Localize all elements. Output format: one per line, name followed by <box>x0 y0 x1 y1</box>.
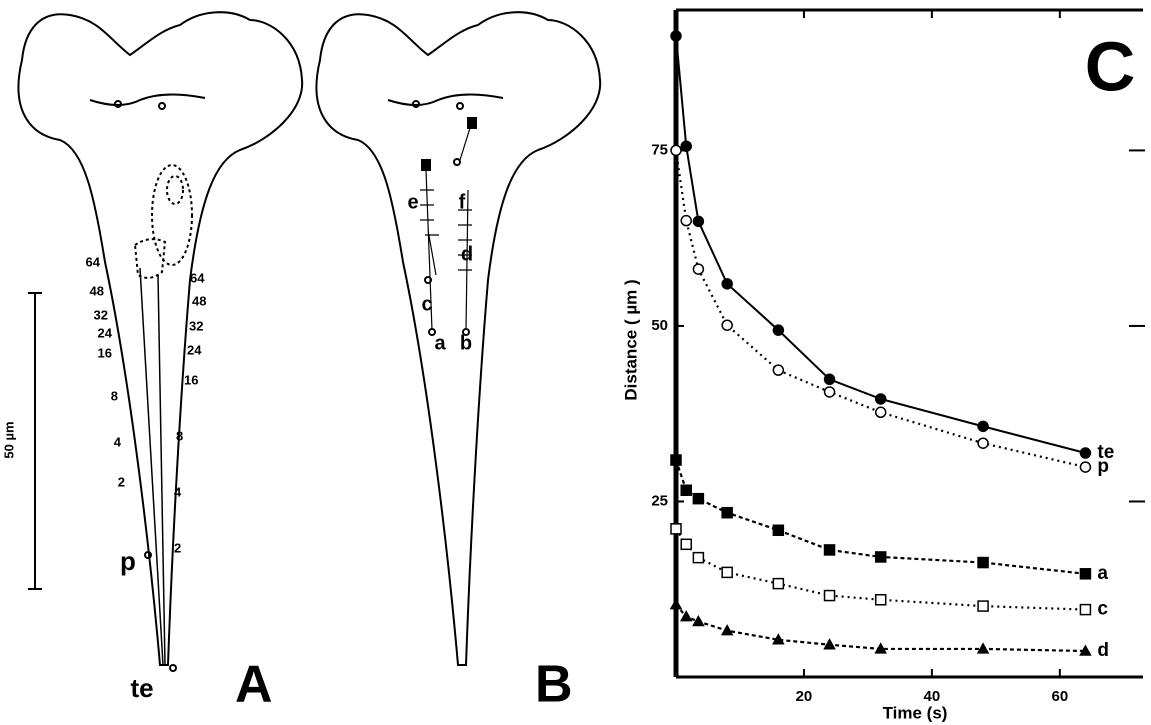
data-point <box>1079 568 1092 580</box>
data-point <box>874 551 887 563</box>
x-axis-label: Time (s) <box>883 703 948 722</box>
data-point <box>692 492 705 505</box>
series-label: te <box>1097 442 1114 463</box>
point-label: c <box>421 293 432 315</box>
segment-label: 16 <box>98 345 112 360</box>
data-point <box>772 524 785 537</box>
data-point <box>823 589 836 602</box>
data-point <box>692 614 705 627</box>
data-point <box>823 373 836 386</box>
y-axis-label: Distance ( µm ) <box>621 279 640 400</box>
data-point <box>721 278 733 290</box>
data-point <box>823 386 836 398</box>
data-point <box>874 642 887 654</box>
data-point <box>1079 603 1092 616</box>
panel-b-drawing <box>315 11 602 666</box>
panel-label: A <box>235 656 273 714</box>
x-tick-label: 20 <box>796 688 813 705</box>
data-point <box>670 523 682 535</box>
series-line <box>674 150 1086 469</box>
series-line <box>675 35 1086 454</box>
segment-label: 4 <box>174 484 182 499</box>
series-label: p <box>1097 456 1109 477</box>
data-point <box>1079 461 1092 473</box>
data-point <box>772 364 785 376</box>
data-point <box>772 633 785 645</box>
data-point <box>721 566 733 579</box>
data-point <box>670 30 682 42</box>
data-point <box>772 324 785 336</box>
data-point <box>680 484 692 496</box>
segment-label: 8 <box>176 428 183 443</box>
series-label: a <box>1097 563 1108 584</box>
data-point <box>669 598 683 610</box>
panel-a-drawing <box>17 11 304 672</box>
point-label: p <box>120 546 136 576</box>
data-point <box>679 610 693 622</box>
data-point <box>720 624 734 636</box>
data-point <box>1079 644 1092 656</box>
data-point <box>680 140 692 152</box>
data-point <box>680 214 692 227</box>
segment-label: 2 <box>118 474 125 489</box>
data-point <box>976 642 990 654</box>
data-point <box>977 420 989 433</box>
data-point <box>721 319 733 331</box>
series-label: d <box>1097 640 1109 661</box>
segment-label: 32 <box>189 318 203 333</box>
segment-label: 48 <box>90 283 104 298</box>
segment-label: 24 <box>98 325 113 340</box>
data-point <box>823 638 836 650</box>
panel-label: B <box>535 656 573 714</box>
data-point <box>670 144 682 157</box>
segment-label: 8 <box>111 388 118 403</box>
segment-label: 4 <box>114 434 122 449</box>
data-point <box>670 454 682 466</box>
data-point <box>692 215 705 228</box>
data-point <box>977 556 989 569</box>
segment-label: 32 <box>94 307 108 322</box>
segment-label: 48 <box>192 293 206 308</box>
series-label: c <box>1097 599 1108 620</box>
data-point <box>823 544 836 556</box>
y-tick-label: 75 <box>651 141 668 158</box>
segment-label: 64 <box>190 270 205 285</box>
chart-title: C <box>1085 27 1136 105</box>
y-tick-label: 25 <box>651 492 668 509</box>
x-tick-label: 40 <box>924 688 941 705</box>
data-point <box>874 406 887 419</box>
segment-label: 16 <box>184 372 198 387</box>
point-label: b <box>460 332 472 354</box>
series-line <box>675 603 1086 653</box>
data-point <box>692 263 705 275</box>
data-point <box>692 551 705 564</box>
scale-bar-label: 50 µm <box>1 421 16 458</box>
x-tick-label: 60 <box>1051 688 1068 705</box>
data-point <box>721 506 733 519</box>
data-point <box>874 393 887 405</box>
point-label: f <box>459 191 466 213</box>
data-point <box>772 577 785 590</box>
segment-label: 64 <box>86 254 101 269</box>
point-label: e <box>407 191 418 213</box>
data-point <box>977 437 989 449</box>
point-label: a <box>434 332 446 354</box>
data-point <box>977 600 989 612</box>
segment-label: 24 <box>187 342 202 357</box>
segment-label: 2 <box>174 540 181 555</box>
point-label: te <box>130 673 153 703</box>
y-tick-label: 50 <box>651 317 668 334</box>
point-label: d <box>461 243 473 265</box>
data-point <box>680 538 692 551</box>
data-point <box>1079 447 1092 459</box>
data-point <box>874 594 887 606</box>
